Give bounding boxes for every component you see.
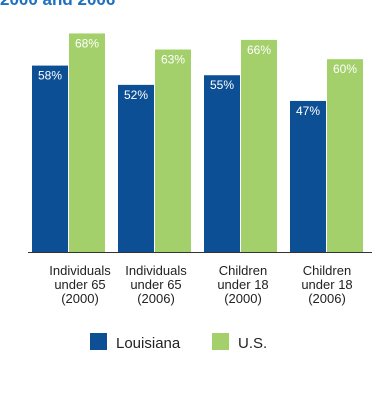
category-label-2-line-2: (2000) — [224, 291, 262, 306]
value-label-us-1: 63% — [161, 53, 185, 67]
value-label-louisiana-1: 52% — [124, 88, 148, 102]
value-label-us-3: 60% — [333, 62, 357, 76]
legend-label-louisiana: Louisiana — [116, 335, 181, 352]
category-label-3-line-2: (2006) — [308, 291, 346, 306]
bar-louisiana-0 — [32, 65, 68, 252]
bar-louisiana-2 — [204, 75, 240, 252]
bars-group — [32, 33, 363, 253]
category-label-3-line-1: under 18 — [301, 277, 352, 292]
category-label-1-line-1: under 65 — [130, 277, 181, 292]
value-label-us-0: 68% — [75, 36, 99, 50]
bar-louisiana-1 — [118, 84, 154, 252]
category-label-2-line-1: under 18 — [217, 277, 268, 292]
bar-louisiana-3 — [290, 100, 326, 252]
value-labels-group: 58% 52% 55% 47% 68% 63% 66% 60% — [38, 36, 357, 117]
value-label-louisiana-3: 47% — [296, 104, 320, 118]
legend-swatch-louisiana — [90, 333, 107, 350]
bar-us-1 — [155, 49, 191, 252]
category-label-3-line-0: Children — [303, 263, 351, 278]
category-label-0-line-1: under 65 — [54, 277, 105, 292]
bar-us-3 — [327, 59, 363, 252]
category-label-0-line-2: (2000) — [61, 291, 99, 306]
chart-title: 2000 and 2006 — [0, 0, 115, 10]
legend: Louisiana U.S. — [90, 333, 267, 352]
legend-swatch-us — [212, 333, 229, 350]
category-label-1-line-2: (2006) — [137, 291, 175, 306]
value-label-louisiana-2: 55% — [210, 78, 234, 92]
bar-us-2 — [241, 39, 277, 252]
category-label-0-line-0: Individuals — [49, 263, 111, 278]
value-label-us-2: 66% — [247, 43, 271, 57]
category-label-2-line-0: Children — [219, 263, 267, 278]
bar-us-0 — [69, 33, 105, 253]
value-label-louisiana-0: 58% — [38, 69, 62, 83]
category-label-1-line-0: Individuals — [125, 263, 187, 278]
legend-label-us: U.S. — [238, 335, 267, 352]
